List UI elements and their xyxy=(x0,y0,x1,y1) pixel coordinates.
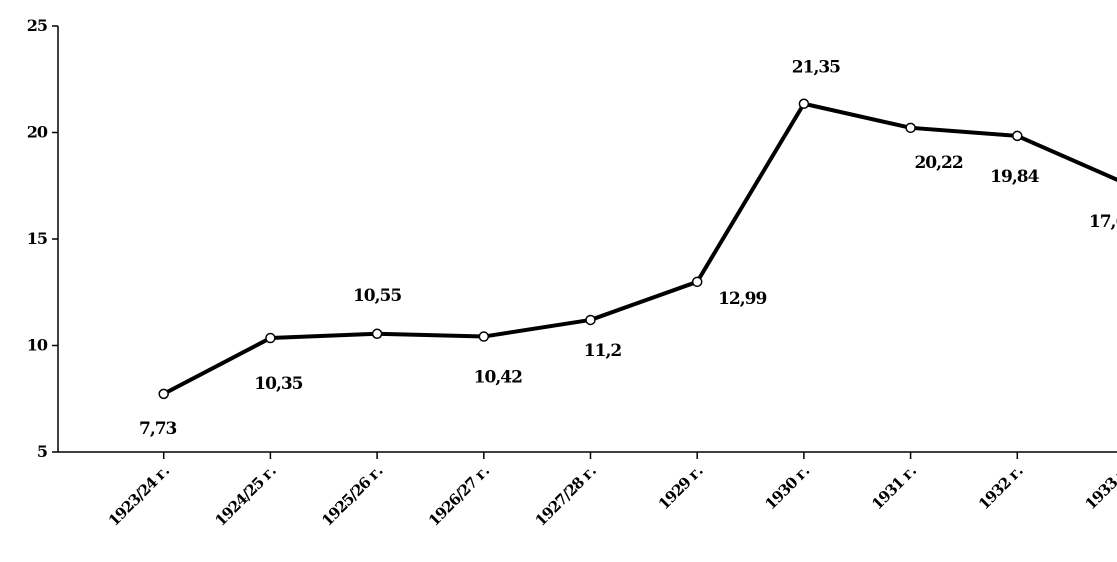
data-points xyxy=(158,98,1023,400)
data-label: 12,99 xyxy=(718,289,766,309)
series-line xyxy=(162,101,1117,396)
x-tick-label: 1933 г. xyxy=(1082,462,1117,513)
x-tick-label: 1930 г. xyxy=(762,462,813,513)
x-tick-label: 1927/28 г. xyxy=(532,462,600,530)
axes xyxy=(57,26,1117,453)
y-tick-label: 20 xyxy=(27,123,48,142)
x-tick-label: 1923/24 г. xyxy=(105,462,173,530)
x-tick-label: 1926/27 г. xyxy=(425,462,493,530)
data-point xyxy=(798,98,810,109)
data-label: 17,64 xyxy=(1089,212,1117,232)
data-point xyxy=(585,314,596,326)
data-point xyxy=(478,331,490,342)
x-ticks: 1923/24 г. 1924/25 г. 1925/26 г. 1926/27 г.… xyxy=(105,452,1117,530)
data-point xyxy=(158,388,169,400)
data-label: 7,73 xyxy=(139,419,177,439)
data-point xyxy=(905,122,916,134)
data-label: 20,22 xyxy=(914,153,962,173)
y-tick-label: 25 xyxy=(27,16,47,35)
y-tick-label: 10 xyxy=(27,336,48,355)
data-point xyxy=(691,276,703,288)
data-label: 10,35 xyxy=(254,374,302,394)
x-tick-label: 1931 г. xyxy=(868,462,919,513)
data-label: 11,2 xyxy=(584,341,622,361)
data-labels: 7,73 10,35 10,55 10,42 11,2 12,99 21,35 20,22 19… xyxy=(139,58,1117,439)
y-ticks: 5 10 15 20 25 xyxy=(27,16,58,461)
data-label: 10,55 xyxy=(353,286,401,306)
data-label: 19,84 xyxy=(990,167,1039,187)
data-point xyxy=(265,332,276,344)
data-point xyxy=(371,328,383,340)
data-label: 10,42 xyxy=(474,368,522,388)
x-tick-label: 1925/26 г. xyxy=(318,462,386,530)
data-label: 21,35 xyxy=(792,58,840,78)
x-tick-label: 1924/25 г. xyxy=(212,462,280,530)
x-tick-label: 1932 г. xyxy=(975,462,1026,513)
y-tick-label: 15 xyxy=(27,229,47,248)
x-tick-label: 1929 г. xyxy=(655,462,706,513)
data-point xyxy=(1012,130,1023,142)
y-tick-label: 5 xyxy=(37,442,47,461)
